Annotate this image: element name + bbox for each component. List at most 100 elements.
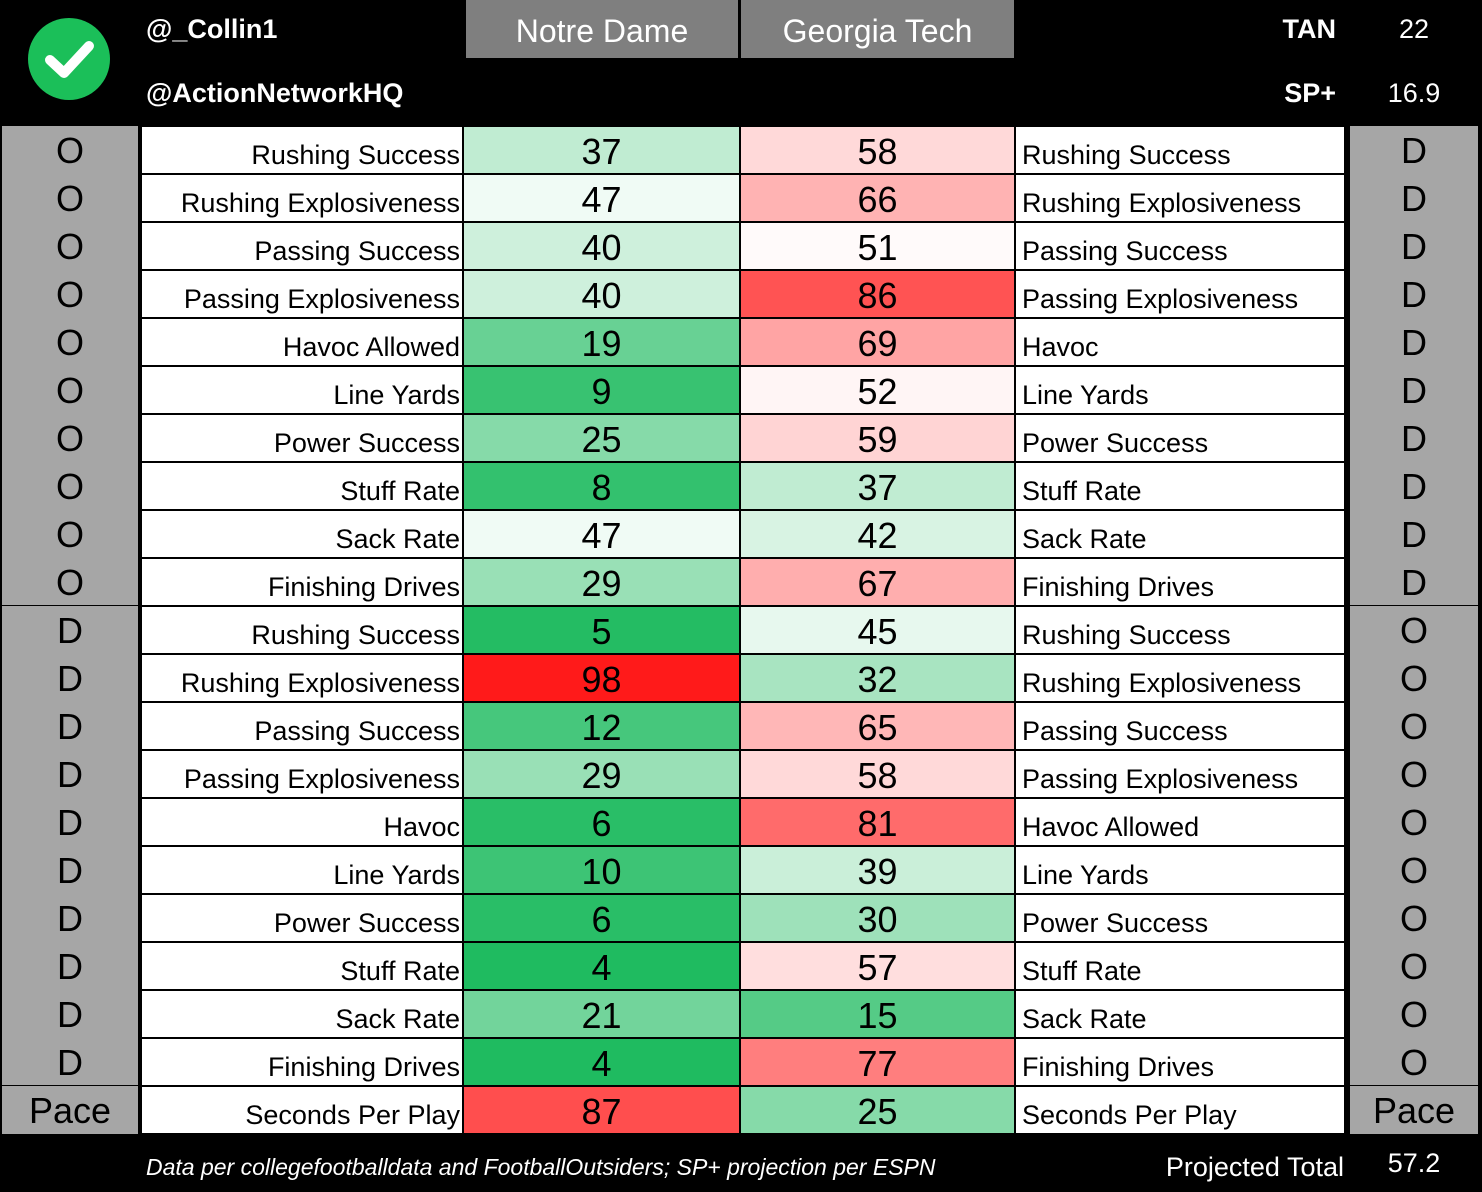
section-divider (0, 605, 1482, 608)
stat-label-right: Sack Rate (1016, 991, 1344, 1037)
table-row: O Rushing Explosiveness 47 66 Rushing Explos… (0, 174, 1482, 222)
table-row: O Passing Success 40 51 Passing Success D (0, 222, 1482, 270)
stat-label-left: Passing Explosiveness (142, 751, 462, 797)
unit-side-right: O (1350, 894, 1478, 942)
table-row: D Sack Rate 21 15 Sack Rate O (0, 990, 1482, 1038)
stat-label-left: Havoc (142, 799, 462, 845)
stat-label-left: Rushing Success (142, 127, 462, 173)
table-row: Pace Seconds Per Play 87 25 Seconds Per Play… (0, 1086, 1482, 1134)
stat-value-right: 81 (741, 799, 1014, 845)
stat-label-right: Finishing Drives (1016, 559, 1344, 605)
stat-label-right: Passing Explosiveness (1016, 271, 1344, 317)
stat-label-left: Rushing Explosiveness (142, 655, 462, 701)
stat-label-right: Rushing Explosiveness (1016, 175, 1344, 221)
stat-value-left: 25 (464, 415, 739, 461)
stat-label-left: Passing Explosiveness (142, 271, 462, 317)
stat-value-right: 58 (741, 127, 1014, 173)
stat-value-left: 37 (464, 127, 739, 173)
unit-side-right: O (1350, 702, 1478, 750)
stat-value-left: 12 (464, 703, 739, 749)
stat-value-right: 59 (741, 415, 1014, 461)
stat-value-right: 42 (741, 511, 1014, 557)
stat-value-right: 15 (741, 991, 1014, 1037)
stat-value-left: 6 (464, 799, 739, 845)
unit-side-left: D (2, 798, 138, 846)
team-left-header: Notre Dame (466, 0, 738, 58)
unit-side-right: O (1350, 750, 1478, 798)
unit-side-right: O (1350, 798, 1478, 846)
unit-side-right: D (1350, 414, 1478, 462)
stat-value-right: 51 (741, 223, 1014, 269)
stat-label-left: Stuff Rate (142, 943, 462, 989)
stat-value-left: 98 (464, 655, 739, 701)
stat-label-right: Line Yards (1016, 847, 1344, 893)
table-row: O Finishing Drives 29 67 Finishing Drives D (0, 558, 1482, 606)
unit-side-left: D (2, 750, 138, 798)
stat-label-right: Stuff Rate (1016, 463, 1344, 509)
source-note: Data per collegefootballdata and Footbal… (146, 1154, 936, 1180)
table-row: D Rushing Success 5 45 Rushing Success O (0, 606, 1482, 654)
stat-label-right: Power Success (1016, 415, 1344, 461)
stat-value-left: 19 (464, 319, 739, 365)
unit-side-right: D (1350, 174, 1478, 222)
stat-label-right: Stuff Rate (1016, 943, 1344, 989)
stat-value-left: 87 (464, 1087, 739, 1133)
table-row: O Rushing Success 37 58 Rushing Success D (0, 126, 1482, 174)
stat-value-right: 65 (741, 703, 1014, 749)
stat-value-right: 69 (741, 319, 1014, 365)
stat-value-left: 40 (464, 271, 739, 317)
stat-label-left: Rushing Explosiveness (142, 175, 462, 221)
section-divider (0, 1085, 1482, 1088)
unit-side-right: O (1350, 1038, 1478, 1086)
table-row: O Sack Rate 47 42 Sack Rate D (0, 510, 1482, 558)
table-row: D Rushing Explosiveness 98 32 Rushing Explos… (0, 654, 1482, 702)
stat-value-right: 86 (741, 271, 1014, 317)
stat-label-right: Passing Explosiveness (1016, 751, 1344, 797)
stat-label-left: Rushing Success (142, 607, 462, 653)
unit-side-left: O (2, 222, 138, 270)
unit-side-left: O (2, 270, 138, 318)
unit-side-right: O (1350, 606, 1478, 654)
stat-value-left: 4 (464, 1039, 739, 1085)
unit-side-right: D (1350, 270, 1478, 318)
stat-value-right: 66 (741, 175, 1014, 221)
stat-value-right: 30 (741, 895, 1014, 941)
metric-value-sp: 16.9 (1387, 78, 1441, 108)
stat-label-right: Rushing Success (1016, 127, 1344, 173)
unit-side-right: O (1350, 990, 1478, 1038)
stat-label-right: Passing Success (1016, 703, 1344, 749)
unit-side-left: Pace (2, 1086, 138, 1134)
stat-label-left: Line Yards (142, 847, 462, 893)
projected-total-value: 57.2 (1387, 1148, 1441, 1178)
check-icon (28, 18, 110, 100)
unit-side-right: D (1350, 558, 1478, 606)
stat-value-left: 5 (464, 607, 739, 653)
team-right-header: Georgia Tech (741, 0, 1014, 58)
stat-value-right: 58 (741, 751, 1014, 797)
stat-label-left: Power Success (142, 415, 462, 461)
unit-side-right: O (1350, 846, 1478, 894)
metric-value-tan: 22 (1398, 14, 1430, 44)
stat-value-left: 4 (464, 943, 739, 989)
unit-side-left: O (2, 558, 138, 606)
unit-side-left: O (2, 126, 138, 174)
unit-side-left: D (2, 702, 138, 750)
unit-side-right: O (1350, 654, 1478, 702)
stat-value-right: 32 (741, 655, 1014, 701)
table-row: O Stuff Rate 8 37 Stuff Rate D (0, 462, 1482, 510)
projected-total-label: Projected Total (1165, 1152, 1344, 1182)
stat-label-right: Passing Success (1016, 223, 1344, 269)
stat-value-left: 21 (464, 991, 739, 1037)
unit-side-left: D (2, 846, 138, 894)
stat-label-right: Havoc (1016, 319, 1344, 365)
stat-label-left: Finishing Drives (142, 1039, 462, 1085)
stat-value-right: 25 (741, 1087, 1014, 1133)
unit-side-left: D (2, 942, 138, 990)
unit-side-right: D (1350, 462, 1478, 510)
table-row: D Finishing Drives 4 77 Finishing Drives O (0, 1038, 1482, 1086)
stat-label-right: Havoc Allowed (1016, 799, 1344, 845)
stat-label-left: Seconds Per Play (142, 1087, 462, 1133)
stat-label-right: Finishing Drives (1016, 1039, 1344, 1085)
unit-side-right: O (1350, 942, 1478, 990)
stat-label-left: Stuff Rate (142, 463, 462, 509)
